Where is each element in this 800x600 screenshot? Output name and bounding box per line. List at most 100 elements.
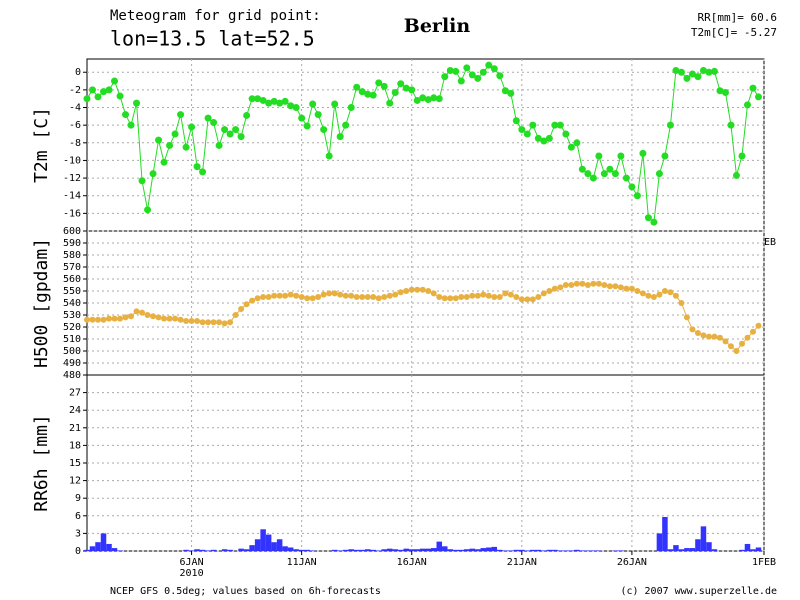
data-point xyxy=(171,130,179,138)
data-point xyxy=(711,333,718,340)
data-point xyxy=(315,294,322,300)
bar xyxy=(375,550,382,551)
y-tick-label: 590 xyxy=(63,238,81,249)
data-point xyxy=(375,295,382,302)
data-point xyxy=(293,292,300,299)
data-point xyxy=(84,316,90,323)
data-point xyxy=(644,214,652,222)
data-point xyxy=(232,126,240,134)
data-point xyxy=(243,301,250,308)
data-point xyxy=(133,308,140,315)
bar xyxy=(750,549,756,551)
data-point xyxy=(661,288,668,294)
data-point xyxy=(100,88,108,96)
bar xyxy=(111,548,118,551)
data-point xyxy=(204,114,212,122)
data-point xyxy=(727,343,734,350)
data-point xyxy=(347,104,355,112)
y-tick-label: 520 xyxy=(63,322,81,333)
bar xyxy=(293,549,299,551)
data-point xyxy=(271,292,278,299)
data-point xyxy=(89,86,97,94)
data-point xyxy=(732,171,740,179)
bar xyxy=(100,533,107,551)
bar xyxy=(117,550,123,551)
data-point xyxy=(259,96,267,104)
data-point xyxy=(743,101,751,109)
y-tick-label: 18 xyxy=(69,440,81,451)
panel-frame xyxy=(86,374,765,552)
data-point xyxy=(650,294,657,300)
data-point xyxy=(155,136,163,144)
data-point xyxy=(655,170,663,178)
bar xyxy=(706,542,712,551)
data-point xyxy=(584,282,591,288)
data-point xyxy=(413,96,421,104)
data-point xyxy=(518,296,525,303)
data-point xyxy=(337,291,344,298)
data-point xyxy=(364,90,372,98)
data-point xyxy=(194,318,201,324)
bar xyxy=(480,548,487,551)
data-point xyxy=(402,84,410,92)
data-point xyxy=(600,170,608,178)
bar xyxy=(530,549,536,551)
bar xyxy=(353,549,360,551)
bar xyxy=(574,549,580,551)
bar xyxy=(557,550,564,551)
y-tick-label: 490 xyxy=(63,358,81,369)
data-point xyxy=(534,134,542,142)
data-point xyxy=(677,68,685,76)
data-point xyxy=(573,280,580,287)
data-point xyxy=(502,290,509,297)
data-point xyxy=(721,89,729,97)
data-point xyxy=(546,288,553,294)
data-point xyxy=(309,295,316,302)
y-tick-label: 0 xyxy=(75,67,81,78)
data-point xyxy=(496,72,504,80)
bar xyxy=(585,550,591,551)
y-tick-label: -8 xyxy=(69,138,81,149)
bar xyxy=(568,550,575,551)
data-point xyxy=(161,315,168,322)
bar xyxy=(265,534,272,551)
y-tick-label: 6 xyxy=(75,511,81,522)
y-tick-label: 600 xyxy=(63,226,81,237)
y-tick-label: 12 xyxy=(69,476,81,487)
bar xyxy=(662,516,668,551)
y-tick-label: -10 xyxy=(63,155,81,166)
bar xyxy=(403,548,409,551)
y-tick-label: 3 xyxy=(75,528,81,539)
data-point xyxy=(700,332,707,339)
data-point xyxy=(331,100,339,108)
data-point xyxy=(188,318,195,324)
y-tick-label: -6 xyxy=(69,120,81,131)
bar xyxy=(739,549,745,551)
data-point xyxy=(166,315,173,322)
data-point xyxy=(238,306,245,312)
x-tick-label: 26JAN xyxy=(617,557,647,568)
bar xyxy=(695,539,701,551)
data-point xyxy=(106,315,113,322)
data-point xyxy=(645,292,652,299)
bar xyxy=(348,549,354,551)
data-point xyxy=(524,296,531,303)
bar xyxy=(755,547,762,551)
data-point xyxy=(226,130,234,138)
data-point xyxy=(348,292,355,299)
data-point xyxy=(424,96,432,104)
data-point xyxy=(144,206,152,214)
data-point xyxy=(227,319,234,326)
data-point xyxy=(710,67,718,75)
y-tick-label: 560 xyxy=(63,274,81,285)
data-point xyxy=(381,294,388,300)
data-point xyxy=(595,280,602,287)
data-point xyxy=(529,296,536,303)
data-point xyxy=(656,291,663,298)
data-point xyxy=(694,73,702,81)
data-point xyxy=(441,73,449,81)
data-point xyxy=(694,330,701,336)
bar xyxy=(524,550,531,551)
data-point xyxy=(117,315,124,322)
bar xyxy=(579,550,586,551)
